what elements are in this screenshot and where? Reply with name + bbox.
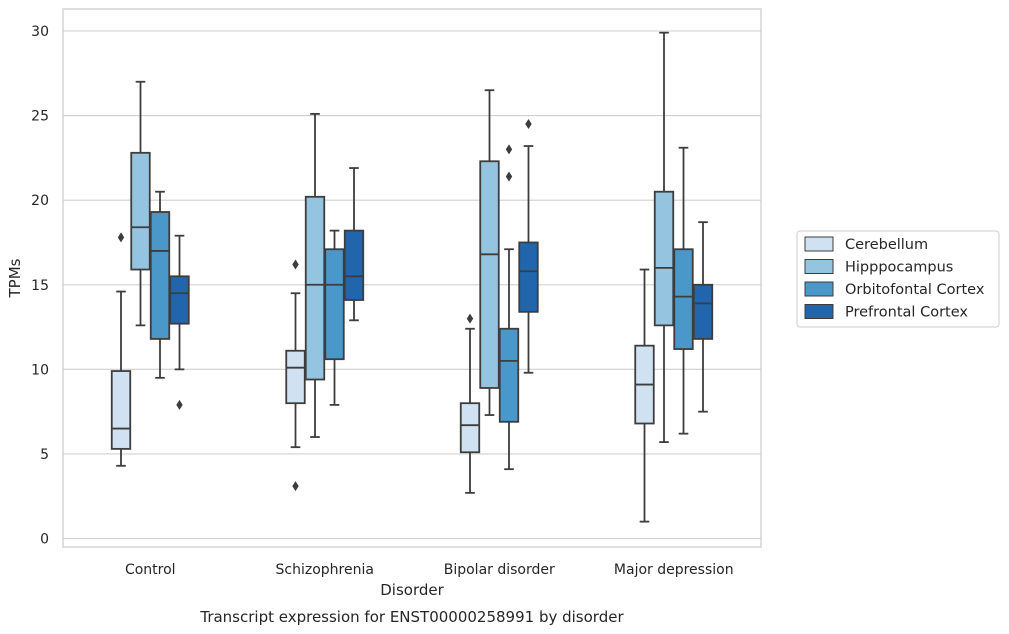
box bbox=[479, 160, 500, 389]
outlier-point bbox=[525, 119, 532, 130]
outlier-point bbox=[505, 144, 513, 155]
box bbox=[498, 327, 520, 423]
box bbox=[169, 275, 190, 325]
box bbox=[518, 241, 539, 313]
box-group bbox=[304, 112, 326, 438]
y-tick-label: 5 bbox=[40, 447, 49, 463]
box bbox=[653, 190, 675, 327]
box-group bbox=[518, 119, 539, 374]
y-tick-labels: 0 5 10 15 20 25 30 bbox=[31, 24, 49, 548]
box bbox=[149, 211, 171, 340]
chart-caption: Transcript expression for ENST0000025899… bbox=[199, 608, 624, 626]
box-group bbox=[653, 31, 675, 444]
outlier-point bbox=[117, 232, 125, 243]
legend-label: Cerebellum bbox=[845, 237, 928, 253]
y-tick-label: 0 bbox=[40, 532, 49, 548]
y-tick-label: 30 bbox=[31, 24, 49, 40]
x-tick-label: Bipolar disorder bbox=[444, 562, 555, 578]
legend-swatch bbox=[804, 304, 834, 319]
outlier-point bbox=[466, 313, 474, 324]
y-axis-label: TPMs bbox=[6, 258, 24, 298]
box bbox=[304, 195, 326, 381]
y-tick-label: 10 bbox=[31, 362, 49, 378]
outlier-point bbox=[176, 399, 183, 410]
legend-frame bbox=[796, 230, 1000, 328]
y-tick-label: 20 bbox=[31, 193, 49, 209]
box-group bbox=[459, 313, 481, 494]
outlier-point bbox=[292, 481, 299, 492]
box-group bbox=[285, 259, 306, 492]
box bbox=[110, 370, 132, 450]
legend-swatch bbox=[804, 259, 834, 274]
legend-swatch bbox=[804, 236, 834, 252]
box-plots bbox=[110, 31, 714, 523]
x-tick-label: Control bbox=[125, 562, 176, 578]
box-group bbox=[498, 144, 520, 471]
box bbox=[285, 349, 306, 405]
box-group bbox=[149, 190, 171, 379]
box bbox=[343, 229, 365, 301]
legend-label: Prefrontal Cortex bbox=[845, 305, 968, 321]
box bbox=[673, 248, 694, 350]
box-group bbox=[324, 229, 345, 406]
box-group bbox=[130, 80, 151, 327]
x-axis-label: Disorder bbox=[380, 581, 444, 599]
legend: Cerebellum Hipppocampus Orbitofontal Corte… bbox=[796, 230, 1000, 328]
legend-label: Hipppocampus bbox=[845, 260, 953, 276]
x-tick-label: Schizophrenia bbox=[276, 562, 374, 578]
box-group bbox=[673, 146, 694, 435]
outlier-point bbox=[505, 171, 513, 182]
legend-label: Orbitofontal Cortex bbox=[845, 282, 985, 298]
box-group bbox=[692, 221, 714, 413]
x-tick-label: Major depression bbox=[614, 562, 734, 578]
x-tick-labels: Control Schizophrenia Bipolar disorder Majo… bbox=[125, 562, 734, 578]
box-group bbox=[169, 234, 190, 410]
y-tick-label: 15 bbox=[31, 278, 49, 294]
box bbox=[692, 283, 714, 340]
plot-frame bbox=[62, 8, 762, 548]
box-group bbox=[479, 89, 500, 416]
y-tick-label: 25 bbox=[31, 109, 49, 125]
box-group bbox=[343, 167, 365, 322]
box bbox=[324, 248, 345, 361]
outlier-point bbox=[292, 259, 299, 270]
legend-swatch bbox=[804, 281, 834, 297]
box bbox=[459, 402, 481, 454]
box bbox=[130, 151, 151, 271]
box-group bbox=[110, 232, 132, 467]
box-group bbox=[634, 268, 655, 523]
